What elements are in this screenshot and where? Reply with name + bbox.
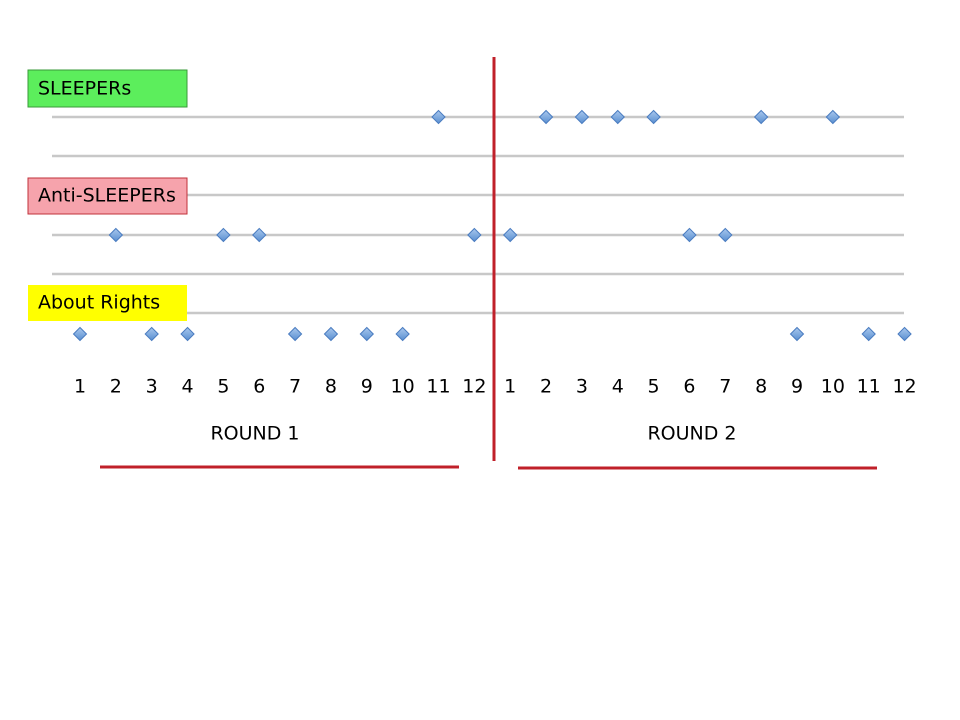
episode-dot <box>144 326 159 342</box>
episode-dot <box>72 326 88 342</box>
episode-label: 5 <box>648 376 660 398</box>
episode-label: 10 <box>391 376 415 398</box>
row-label: Anti-SLEEPERs <box>38 185 176 207</box>
episode-dot <box>252 227 267 243</box>
episode-label: 1 <box>504 376 516 398</box>
episode-dot <box>897 326 912 342</box>
episode-dot <box>861 326 876 342</box>
episode-label: 4 <box>182 376 194 398</box>
episode-label: 12 <box>462 376 486 398</box>
episode-label: 6 <box>683 376 695 398</box>
episode-dot <box>646 109 661 125</box>
episode-dot <box>574 109 590 125</box>
episode-dot <box>395 326 410 342</box>
episode-label: 4 <box>612 376 624 398</box>
episode-dot <box>825 109 841 125</box>
episode-label: 2 <box>540 376 552 398</box>
row-lines <box>52 115 904 315</box>
episode-label: 11 <box>426 376 450 398</box>
label-box <box>28 285 187 321</box>
episode-dot <box>682 227 697 243</box>
episode-label: 9 <box>791 376 803 398</box>
episode-label: 7 <box>289 376 301 398</box>
episode-dot <box>359 326 375 342</box>
episode-dot <box>789 326 805 342</box>
label-box <box>27 69 188 108</box>
episode-label: 6 <box>253 376 265 398</box>
episode-label: 11 <box>857 376 881 398</box>
episode-label: 2 <box>110 376 122 398</box>
label-box <box>27 177 188 215</box>
round-label: ROUND 1 <box>210 423 299 445</box>
episode-dot <box>753 109 769 125</box>
episode-dot <box>287 326 303 342</box>
episode-dot <box>180 326 195 342</box>
episode-dot <box>108 227 124 243</box>
episode-dot <box>538 109 554 125</box>
episode-label: 1 <box>74 376 86 398</box>
episode-label: 3 <box>146 376 158 398</box>
episode-dot <box>502 227 518 243</box>
episode-label: 8 <box>755 376 767 398</box>
episode-label: 7 <box>719 376 731 398</box>
episode-dot <box>718 227 733 243</box>
round-label: ROUND 2 <box>647 423 736 445</box>
episode-label: 3 <box>576 376 588 398</box>
episode-dot <box>610 109 625 125</box>
episode-dot <box>216 227 231 243</box>
episode-dot <box>431 109 446 125</box>
episode-label: 8 <box>325 376 337 398</box>
episode-label: 9 <box>361 376 373 398</box>
row-label: About Rights <box>38 292 160 314</box>
episode-dot <box>323 326 339 342</box>
episode-label: 10 <box>821 376 845 398</box>
episode-label: 5 <box>217 376 229 398</box>
episode-dot <box>467 227 482 243</box>
episode-label: 12 <box>892 376 916 398</box>
row-label: SLEEPERs <box>38 78 131 100</box>
